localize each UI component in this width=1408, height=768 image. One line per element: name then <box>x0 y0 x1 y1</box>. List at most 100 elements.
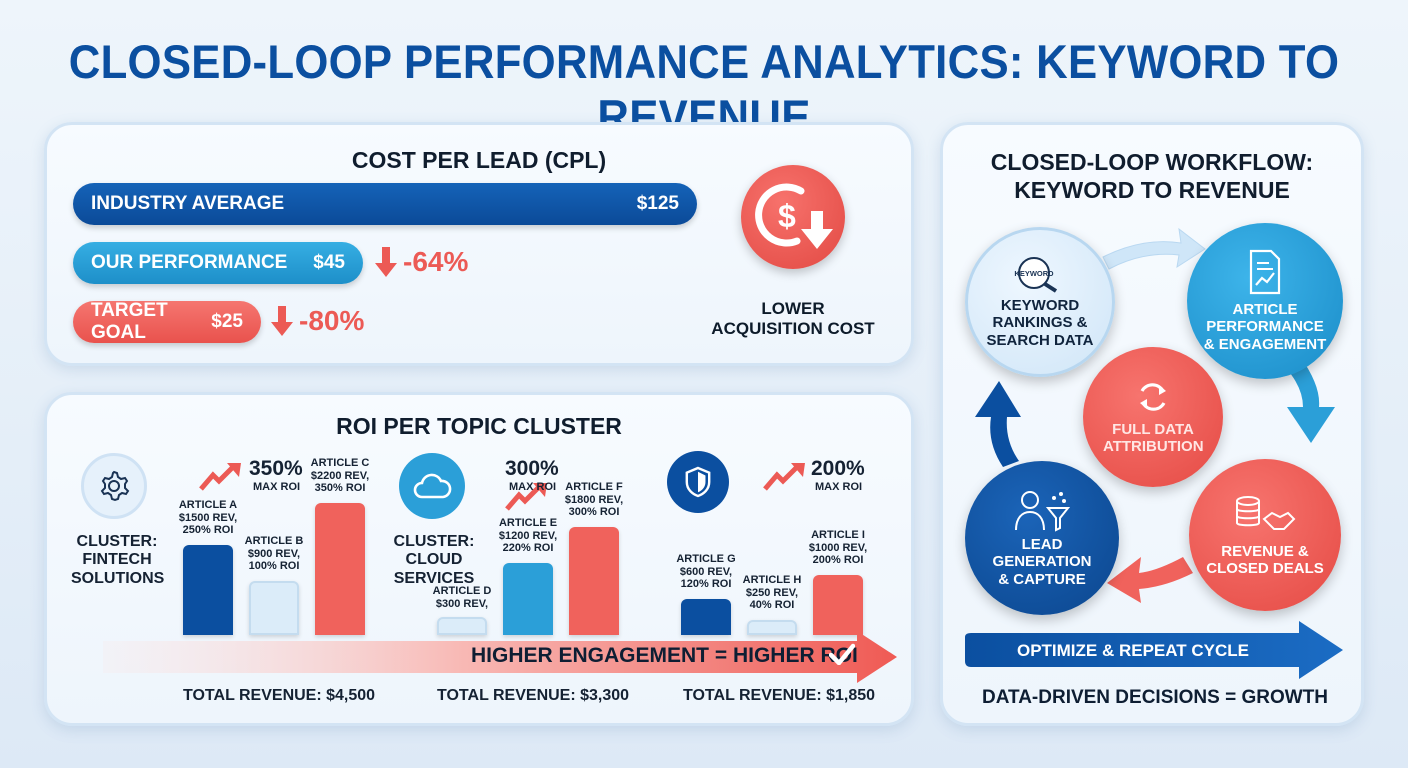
cpl-bar-ours: OUR PERFORMANCE $45 <box>73 242 363 284</box>
roi-panel: ROI PER TOPIC CLUSTER CLUSTER: FINTECH S… <box>44 392 914 726</box>
roi-bar-label-line: $1200 REV, <box>498 529 558 542</box>
roi-bar <box>813 575 863 635</box>
engagement-banner-text: HIGHER ENGAGEMENT = HIGHER ROI <box>471 644 858 667</box>
roi-bar-label-line: ARTICLE D <box>432 585 492 597</box>
shield-icon <box>667 451 729 513</box>
engagement-banner-arrow <box>103 631 897 683</box>
max-roi-label: MAX ROI <box>509 481 557 493</box>
workflow-node-keyword: KEYWORD KEYWORD RANKINGS & SEARCH DATA <box>965 227 1115 377</box>
roi-bar-label-line: $600 REV, <box>679 565 733 578</box>
workflow-title-line2: KEYWORD TO REVENUE <box>1014 177 1290 203</box>
roi-bar <box>437 617 487 635</box>
cloud-icon <box>399 453 465 519</box>
roi-bar-label-line: 300% ROI <box>568 506 620 519</box>
cluster-total-revenue: TOTAL REVENUE: $4,500 <box>183 687 376 704</box>
roi-bar-label-line: 40% ROI <box>749 599 795 612</box>
person-funnel-icon <box>1015 491 1070 532</box>
cpl-value: $45 <box>313 252 345 273</box>
cpl-delta-text: -80% <box>299 305 365 336</box>
keyword-search-icon: KEYWORD <box>1014 257 1058 293</box>
roi-bar-chart: ARTICLE A $1500 REV, 250% ROI ARTICLE B $900… <box>47 395 917 729</box>
cluster-total-revenue: TOTAL REVENUE: $1,850 <box>683 687 876 704</box>
workflow-node-label: KEYWORD RANKINGS & SEARCH DATA <box>986 297 1094 349</box>
roi-bar <box>747 620 797 635</box>
cpl-value: $25 <box>211 311 243 332</box>
max-roi-value: 300% <box>505 457 559 480</box>
cycle-arrows <box>975 227 1335 603</box>
checkmark-icon <box>829 643 855 665</box>
roi-bar-label-line: ARTICLE A <box>178 499 238 511</box>
roi-bar-label-line: ARTICLE E <box>498 517 558 529</box>
repeat-cycle-arrow <box>965 621 1343 679</box>
roi-bar-label-line: 220% ROI <box>502 542 554 555</box>
max-roi-value: 200% <box>811 457 865 480</box>
workflow-node-label: REVENUE & CLOSED DEALS <box>1206 542 1324 577</box>
max-roi-label: MAX ROI <box>253 481 301 493</box>
max-roi-label: MAX ROI <box>815 481 863 493</box>
roi-bar-label-line: $250 REV, <box>745 586 799 599</box>
workflow-node-label: FULL DATA ATTRIBUTION <box>1103 420 1204 455</box>
cpl-bar-target: TARGET GOAL $25 <box>73 300 261 343</box>
dollar-down-icon: $ <box>741 165 845 269</box>
cluster-total-revenue: TOTAL REVENUE: $3,300 <box>437 687 630 704</box>
cpl-title: COST PER LEAD (CPL) <box>351 147 607 173</box>
roi-bar-label: ARTICLE I $1000 REV, 200% ROI <box>797 529 879 567</box>
max-roi-value: 350% <box>249 457 303 480</box>
roi-bar-label-line: ARTICLE F <box>565 481 623 493</box>
roi-bar <box>315 503 365 635</box>
roi-bar-label-line: ARTICLE G <box>676 553 736 565</box>
roi-bar-label-line: 100% ROI <box>248 560 300 573</box>
cpl-label: OUR PERFORMANCE <box>91 252 288 273</box>
roi-bar-label: ARTICLE D $300 REV, <box>421 585 503 610</box>
workflow-panel: CLOSED-LOOP WORKFLOW: KEYWORD TO REVENUE… <box>940 122 1364 726</box>
down-arrow-icon <box>375 247 397 277</box>
roi-bar-label: ARTICLE B $900 REV, 100% ROI <box>233 535 315 573</box>
workflow-node-revenue: REVENUE & CLOSED DEALS <box>1189 459 1341 611</box>
roi-bar-label: ARTICLE C $2200 REV, 350% ROI <box>299 457 381 495</box>
workflow-footer: DATA-DRIVEN DECISIONS = GROWTH <box>981 687 1329 708</box>
roi-bar-label: ARTICLE H $250 REV, 40% ROI <box>731 574 813 612</box>
svg-text:KEYWORD: KEYWORD <box>1014 269 1054 278</box>
roi-bar-label-line: $1800 REV, <box>564 493 624 506</box>
roi-bar-label-line: $2200 REV, <box>310 469 370 482</box>
cpl-delta-text: -64% <box>403 246 469 277</box>
document-chart-icon <box>1249 250 1281 295</box>
workflow-node-attribution: FULL DATA ATTRIBUTION <box>1083 347 1223 487</box>
workflow-node-label: LEAD GENERATION & CAPTURE <box>992 536 1092 588</box>
roi-bar-label-line: 200% ROI <box>812 554 864 567</box>
roi-bar-label: ARTICLE F $1800 REV, 300% ROI <box>553 481 635 519</box>
roi-bar-label-line: $1500 REV, <box>178 511 238 524</box>
roi-bar-label-line: $300 REV, <box>435 597 489 610</box>
workflow-node-article: ARTICLE PERFORMANCE & ENGAGEMENT <box>1187 223 1343 379</box>
cpl-delta-ours: -64% <box>375 246 468 278</box>
cpl-label: INDUSTRY AVERAGE <box>91 193 285 214</box>
svg-text:$: $ <box>778 198 796 234</box>
roi-bar <box>249 581 299 635</box>
trend-up-icon <box>763 463 805 491</box>
trend-up-icon <box>505 483 547 511</box>
roi-bar-label-line: 350% ROI <box>314 482 366 495</box>
workflow-title-line1: CLOSED-LOOP WORKFLOW: <box>990 149 1314 175</box>
roi-bar <box>681 599 731 635</box>
roi-bar-label: ARTICLE E $1200 REV, 220% ROI <box>487 517 569 555</box>
roi-bar-label-line: ARTICLE I <box>811 529 865 541</box>
roi-bar <box>183 545 233 635</box>
cluster-name: CLUSTER: CLOUD SERVICES <box>393 533 475 587</box>
roi-bar-label-line: 250% ROI <box>182 524 234 537</box>
down-arrow-icon <box>271 306 293 336</box>
roi-bar-label-line: ARTICLE B <box>244 535 304 547</box>
cpl-icon-caption: LOWER ACQUISITION COST <box>711 299 875 339</box>
roi-bar-label: ARTICLE A $1500 REV, 250% ROI <box>167 499 249 537</box>
cluster-name: CLUSTER: FINTECH SOLUTIONS <box>71 533 165 587</box>
roi-bar <box>569 527 619 635</box>
roi-title: ROI PER TOPIC CLUSTER <box>336 413 622 439</box>
cpl-bar-industry: INDUSTRY AVERAGE $125 <box>73 183 697 225</box>
cpl-delta-target: -80% <box>271 305 364 337</box>
cpl-value: $125 <box>636 193 679 214</box>
workflow-node-label: ARTICLE PERFORMANCE & ENGAGEMENT <box>1203 301 1327 353</box>
roi-bar-label-line: ARTICLE H <box>742 574 802 586</box>
roi-bar-label: ARTICLE G $600 REV, 120% ROI <box>665 553 747 591</box>
roi-bar-label-line: $1000 REV, <box>808 541 868 554</box>
page-title: CLOSED-LOOP PERFORMANCE ANALYTICS: KEYWO… <box>68 35 1340 143</box>
roi-bar-label-line: ARTICLE C <box>310 457 370 469</box>
